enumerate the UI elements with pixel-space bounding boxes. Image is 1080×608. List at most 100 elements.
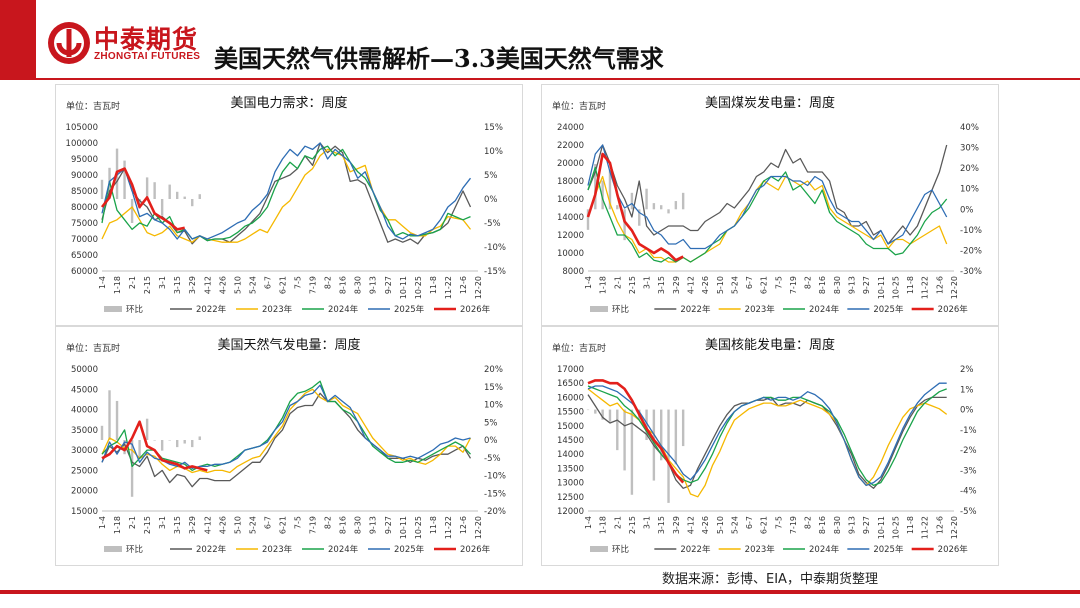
x-tick-label: 8-16 — [818, 276, 827, 294]
x-tick-label: 12-20 — [950, 516, 959, 539]
y-tick-label: 75000 — [71, 219, 98, 229]
x-tick-label: 12-20 — [474, 276, 483, 299]
huanbi-bar — [145, 177, 149, 199]
x-tick-label: 6-21 — [760, 276, 769, 294]
x-tick-label: 1-4 — [98, 276, 107, 289]
series-line-2024 — [101, 380, 471, 472]
chart-panel-gas-generation: 单位：吉瓦时 美国天然气发电量：周度 15000 20000 25000 30000 350… — [55, 326, 523, 566]
y-tick-label: 20000 — [71, 487, 98, 497]
legend-label: 2022年 — [680, 304, 711, 315]
chart-title: 美国天然气发电量：周度 — [217, 337, 360, 353]
x-tick-label: 7-19 — [309, 276, 318, 294]
series-line-2023 — [101, 388, 472, 474]
x-tick-label: 8-30 — [833, 516, 842, 534]
x-tick-label: 11-22 — [921, 516, 930, 539]
legend-swatch — [590, 546, 608, 552]
series-line-2025 — [101, 142, 472, 240]
huanbi-bar — [115, 400, 119, 440]
y-tick-label: 14000 — [557, 213, 584, 223]
y2-tick-label: 0% — [484, 436, 498, 446]
x-tick-label: 10-11 — [399, 516, 408, 539]
x-tick-label: 11-8 — [429, 516, 438, 534]
y2-tick-label: -10% — [484, 472, 506, 482]
x-tick-label: 11-8 — [906, 516, 915, 534]
y-tick-label: 14000 — [557, 450, 584, 460]
y2-tick-label: -5% — [960, 507, 977, 517]
huanbi-bar — [601, 409, 604, 420]
x-tick-label: 12-6 — [459, 516, 468, 534]
huanbi-bar — [191, 440, 194, 448]
company-name-en: ZHONGTAI FUTURES — [94, 51, 201, 62]
x-tick-label: 2-15 — [143, 276, 152, 294]
y2-tick-label: -10% — [484, 243, 506, 253]
x-tick-label: 11-8 — [429, 276, 438, 294]
huanbi-bar — [153, 440, 156, 441]
chart-title: 美国煤炭发电量：周度 — [705, 95, 835, 111]
y2-tick-label: -20% — [960, 246, 982, 256]
huanbi-bar — [616, 409, 619, 451]
y2-tick-label: 0% — [484, 195, 498, 205]
x-tick-label: 4-12 — [203, 276, 212, 294]
y2-tick-label: 40% — [960, 123, 979, 133]
huanbi-bar — [176, 191, 179, 199]
y2-tick-label: 5% — [484, 171, 498, 181]
x-tick-label: 8-30 — [354, 516, 363, 534]
x-tick-label: 9-27 — [862, 276, 871, 294]
legend-label: 2024年 — [328, 544, 359, 555]
x-tick-label: 3-15 — [173, 276, 182, 294]
x-tick-label: 6-7 — [263, 516, 272, 529]
header-divider — [36, 78, 1080, 80]
x-tick-label: 8-2 — [324, 516, 333, 529]
x-tick-label: 5-10 — [233, 516, 242, 534]
series-line-2022 — [101, 392, 472, 488]
huanbi-bar — [130, 199, 134, 223]
legend-label: 2025年 — [873, 304, 904, 315]
x-tick-label: 2-1 — [128, 516, 137, 529]
x-tick-label: 5-24 — [248, 516, 257, 534]
x-tick-label: 8-2 — [324, 276, 333, 289]
x-tick-label: 8-2 — [804, 276, 813, 289]
legend-label: 环比 — [612, 544, 629, 555]
chart-coal-generation: 单位：吉瓦时 美国煤炭发电量：周度 8000 10000 12000 14000 16000… — [552, 95, 982, 315]
y-tick-label: 95000 — [71, 155, 98, 165]
x-tick-label: 1-18 — [113, 276, 122, 294]
huanbi-bar — [168, 440, 171, 441]
y2-tick-label: 15% — [484, 383, 503, 393]
y-tick-label: 24000 — [557, 123, 584, 133]
x-tick-label: 3-1 — [643, 516, 652, 529]
series-line-2026 — [101, 420, 208, 472]
huanbi-bar — [176, 440, 179, 448]
series-line-2022 — [587, 394, 947, 489]
legend-swatch — [104, 546, 122, 552]
x-tick-label: 4-26 — [218, 276, 227, 294]
huanbi-bar — [667, 409, 670, 503]
chart-unit-label: 单位：吉瓦时 — [552, 342, 606, 354]
series-line-2026 — [100, 167, 185, 231]
y-tick-label: 12000 — [557, 507, 584, 517]
y-tick-label: 12000 — [557, 231, 584, 241]
huanbi-bar — [623, 209, 626, 241]
series-line-2022 — [587, 144, 948, 245]
y-tick-label: 22000 — [557, 141, 584, 151]
x-tick-label: 10-11 — [877, 276, 886, 299]
huanbi-bar — [594, 164, 597, 210]
huanbi-bar — [198, 194, 201, 199]
x-tick-label: 12-6 — [459, 276, 468, 294]
page-title: 美国天然气供需解析—3.3美国天然气需求 — [214, 44, 664, 73]
huanbi-bar — [667, 209, 670, 214]
huanbi-bar — [638, 209, 641, 226]
y-tick-label: 13000 — [557, 479, 584, 489]
huanbi-bar — [198, 436, 201, 440]
huanbi-bar — [108, 390, 111, 440]
legend-label: 2023年 — [745, 544, 776, 555]
chart-power-demand: 单位：吉瓦时 美国电力需求：周度 60000 65000 70000 75000 80000… — [66, 95, 506, 315]
x-tick-label: 9-27 — [384, 276, 393, 294]
huanbi-bar — [630, 192, 634, 210]
chart-unit-label: 单位：吉瓦时 — [552, 100, 606, 112]
huanbi-bar — [660, 205, 663, 210]
x-tick-label: 7-5 — [774, 276, 783, 289]
x-tick-label: 7-5 — [774, 516, 783, 529]
y-tick-label: 45000 — [71, 385, 98, 395]
huanbi-bar — [608, 170, 612, 210]
huanbi-bar — [601, 180, 604, 210]
